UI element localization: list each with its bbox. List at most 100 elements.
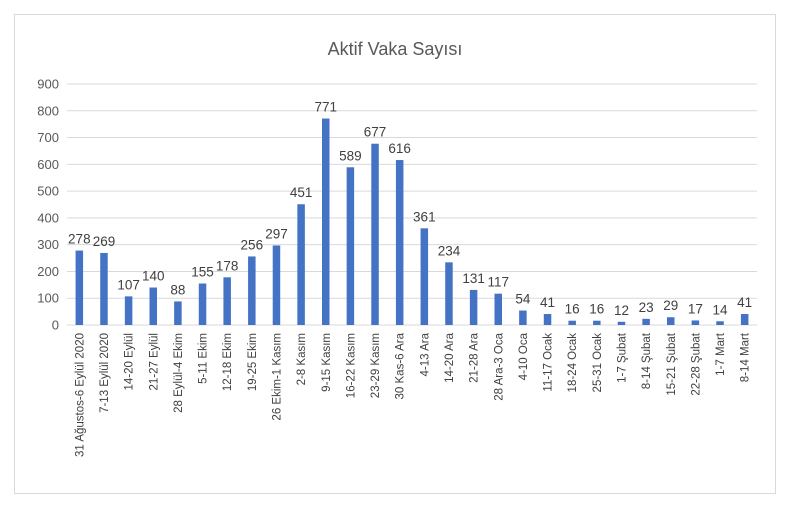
bar — [149, 287, 157, 325]
bar — [740, 314, 749, 325]
data-label: 616 — [388, 141, 411, 156]
x-category-label: 14-20 Ara — [444, 332, 456, 382]
x-category-label: 16-22 Kasım — [345, 333, 357, 398]
x-category-label: 21-27 Eylül — [148, 333, 160, 391]
data-label: 771 — [314, 100, 337, 115]
chart-title: Aktif Vaka Sayısı — [328, 39, 463, 59]
bar — [75, 250, 84, 325]
data-label: 451 — [290, 185, 313, 200]
x-category-label: 11-17 Ocak — [543, 333, 555, 392]
data-label: 23 — [639, 300, 654, 315]
gridlines — [67, 83, 757, 326]
bar — [272, 245, 281, 325]
x-category-label: 14-20 Eylül — [124, 333, 136, 391]
x-category-label: 28 Eylül-4 Ekim — [173, 333, 185, 413]
bar — [617, 321, 626, 325]
x-category-label: 25-31 Ocak — [592, 333, 604, 393]
x-category-label: 22-28 Şubat — [690, 332, 702, 395]
x-category-label: 23-29 Kasım — [370, 333, 382, 398]
y-tick-label: 900 — [37, 77, 59, 92]
bar — [543, 314, 552, 325]
data-label: 88 — [170, 282, 185, 297]
data-label: 589 — [339, 148, 362, 163]
data-label: 155 — [191, 264, 214, 279]
y-tick-label: 300 — [37, 237, 59, 252]
x-axis-categories: 31 Ağustos-6 Eylül 2020 7-13 Eylül 2020 14… — [74, 332, 751, 457]
bar — [174, 301, 182, 325]
y-tick-label: 800 — [37, 103, 59, 118]
data-label: 677 — [364, 125, 387, 140]
bar — [445, 262, 453, 325]
bar — [100, 252, 108, 325]
y-tick-label: 0 — [52, 318, 59, 333]
x-category-label: 8-14 Mart — [740, 332, 752, 382]
bar — [494, 293, 502, 325]
x-category-label: 26 Ekim-1 Kasım — [271, 333, 283, 421]
data-label: 131 — [462, 271, 485, 286]
y-axis-ticks: 0 100 200 300 400 500 600 700 800 900 — [37, 77, 59, 333]
x-category-label: 2-8 Kasım — [296, 333, 308, 385]
data-label: 117 — [487, 275, 509, 290]
data-label: 41 — [540, 295, 555, 310]
y-tick-label: 400 — [37, 210, 59, 225]
bar — [297, 204, 305, 325]
data-label: 29 — [663, 298, 678, 313]
x-category-label: 28 Ara-3 Oca — [493, 332, 505, 400]
x-category-label: 1-7 Mart — [715, 332, 727, 376]
x-category-label: 1-7 Şubat — [616, 332, 628, 383]
bar — [667, 317, 675, 325]
bar — [593, 320, 601, 325]
bar — [420, 228, 429, 325]
chart-frame: Aktif Vaka Sayısı 0 100 200 300 400 500 600 700… — [14, 14, 776, 494]
y-tick-label: 700 — [37, 130, 59, 145]
y-tick-label: 600 — [37, 157, 59, 172]
bar — [371, 143, 379, 325]
x-category-label: 9-15 Kasım — [321, 333, 333, 392]
data-label: 107 — [117, 277, 140, 292]
x-category-label: 8-14 Şubat — [641, 332, 653, 389]
bar — [642, 318, 650, 325]
data-label: 234 — [438, 243, 461, 258]
data-label: 17 — [688, 301, 703, 316]
bar — [322, 118, 330, 325]
bar — [346, 167, 355, 325]
y-tick-label: 200 — [37, 264, 59, 279]
bar — [568, 320, 576, 325]
x-category-label: 18-24 Ocak — [567, 333, 579, 393]
bar-chart: Aktif Vaka Sayısı 0 100 200 300 400 500 600 700… — [37, 39, 757, 457]
data-label: 16 — [589, 302, 604, 317]
data-label: 16 — [565, 302, 580, 317]
x-category-label: 4-10 Oca — [518, 332, 530, 380]
bar — [223, 277, 231, 325]
x-category-label: 31 Ağustos-6 Eylül 2020 — [74, 333, 86, 457]
x-category-label: 21-28 Ara — [469, 332, 481, 382]
data-label: 14 — [713, 302, 729, 317]
data-label: 41 — [737, 295, 752, 310]
bar — [395, 160, 404, 325]
x-category-label: 7-13 Eylül 2020 — [99, 333, 111, 413]
x-category-label: 30 Kas-6 Ara — [395, 332, 407, 399]
bar — [469, 289, 478, 325]
bar — [198, 283, 207, 325]
bar — [124, 296, 133, 325]
bar — [519, 310, 527, 325]
bar — [691, 320, 700, 325]
data-label: 269 — [93, 234, 116, 249]
y-tick-label: 100 — [37, 291, 59, 306]
data-label: 361 — [413, 209, 436, 224]
data-label: 12 — [614, 303, 629, 318]
data-label: 54 — [515, 292, 531, 307]
data-label: 278 — [68, 232, 91, 247]
data-label: 140 — [142, 269, 165, 284]
x-category-label: 4-13 Ara — [419, 332, 431, 376]
bar — [716, 321, 724, 325]
x-category-label: 19-25 Ekim — [247, 333, 259, 391]
data-label: 178 — [216, 258, 239, 273]
bar — [248, 256, 256, 325]
y-tick-label: 500 — [37, 184, 59, 199]
x-category-label: 12-18 Ekim — [222, 333, 234, 391]
data-label: 256 — [241, 237, 264, 252]
x-category-label: 15-21 Şubat — [666, 332, 678, 395]
x-category-label: 5-11 Ekim — [198, 333, 210, 384]
